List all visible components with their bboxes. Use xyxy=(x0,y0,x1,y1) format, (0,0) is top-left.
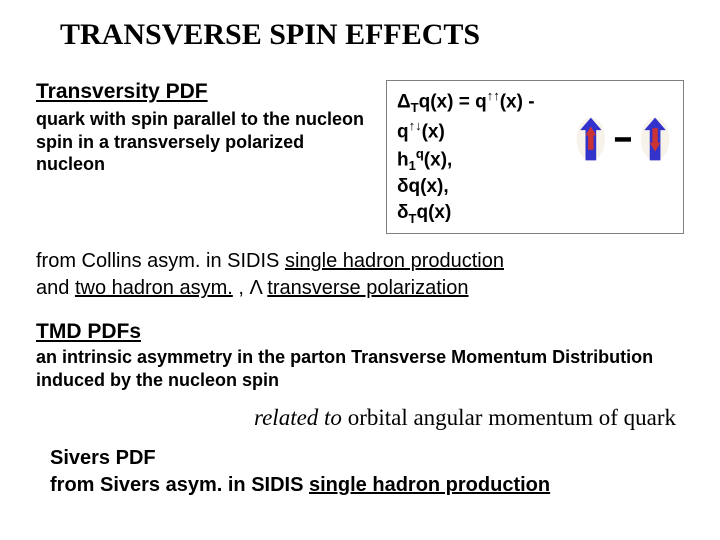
formula-line2: h1q(x), xyxy=(397,145,567,175)
body-text-3: Sivers PDFfrom Sivers asym. in SIDIS sin… xyxy=(50,445,684,499)
section2-heading: TMD PDFs xyxy=(36,320,684,344)
formula-box: ΔTq(x) = q↑↑(x) - q↑↓(x) h1q(x), δq(x), … xyxy=(386,80,684,234)
section1-heading: Transversity PDF xyxy=(36,80,366,104)
slide-title: TRANSVERSE SPIN EFFECTS xyxy=(60,18,684,52)
formula-line1: ΔTq(x) = q↑↑(x) - q↑↓(x) xyxy=(397,87,567,145)
spin-arrows-icon xyxy=(573,111,673,167)
section1-desc: quark with spin parallel to the nucleon … xyxy=(36,108,366,176)
italic-line: related to orbital angular momentum of q… xyxy=(36,405,676,431)
body-text-1: from Collins asym. in SIDIS single hadro… xyxy=(36,248,684,302)
formula-line3: δq(x), xyxy=(397,174,567,200)
formula-line4: δTq(x) xyxy=(397,200,567,227)
row-section1: Transversity PDF quark with spin paralle… xyxy=(36,80,684,234)
section2-desc: an intrinsic asymmetry in the parton Tra… xyxy=(36,346,684,391)
formula-text: ΔTq(x) = q↑↑(x) - q↑↓(x) h1q(x), δq(x), … xyxy=(397,87,567,227)
